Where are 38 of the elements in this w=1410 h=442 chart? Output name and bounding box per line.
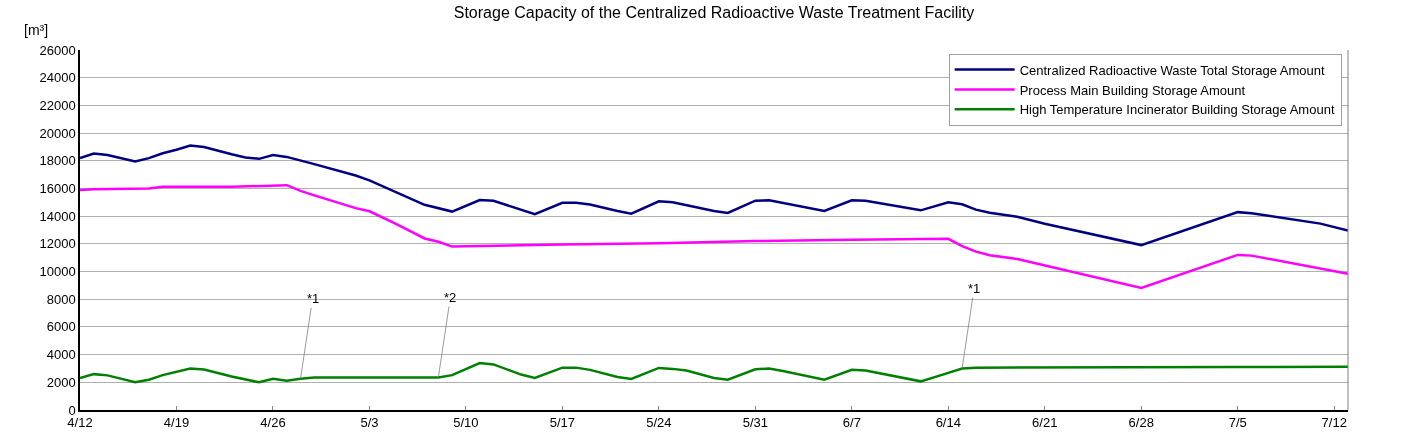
x-tick-label: 5/10 [453,415,479,431]
y-tick-label: 22000 [39,97,76,113]
y-tick-label: 0 [68,402,76,418]
x-tick-label: 6/7 [842,415,861,431]
x-tick-label: 5/3 [360,415,379,431]
x-tick-label: 4/12 [67,415,93,431]
y-tick-label: 2000 [46,374,76,390]
x-tick-label: 5/31 [742,415,769,431]
x-tick-label: 7/5 [1228,415,1247,431]
y-tick-label: 8000 [46,291,76,307]
legend-label: Process Main Building Storage Amount [1019,82,1246,98]
legend-label: Centralized Radioactive Waste Total Storage Amount [1019,62,1325,78]
chart-title: Storage Capacity of the Centralized Radioactive Waste Treatment Facility [453,3,975,21]
x-tick-label: 7/12 [1321,415,1347,431]
y-axis-title: [m³] [24,22,49,38]
line-series [80,144,1348,247]
x-tick-label: 6/14 [935,415,961,431]
x-tick-label: 5/17 [549,415,576,431]
annotation: *1 [968,281,981,296]
annotation: *2 [444,290,457,305]
y-tick-label: 24000 [39,70,76,86]
y-tick-label: 4000 [46,347,76,363]
y-tick-label: 26000 [39,42,76,58]
line-series [80,361,1348,384]
y-tick-label: 18000 [39,153,76,169]
y-tick-label: 20000 [39,125,76,141]
y-tick-label: 6000 [46,319,76,335]
y-tick-label: 16000 [39,181,76,197]
y-tick-label: 12000 [39,236,76,252]
y-tick-label: 10000 [39,264,76,280]
x-tick-label: 6/28 [1128,415,1154,431]
legend-label: High Temperature Incinerator Building Storage Amount [1019,102,1335,118]
annotation: *1 [307,291,320,306]
y-tick-label: 14000 [39,208,76,224]
x-tick-label: 6/21 [1032,415,1058,431]
x-tick-label: 4/19 [163,415,190,431]
x-tick-label: 4/26 [260,415,286,431]
x-tick-label: 5/24 [646,415,672,431]
